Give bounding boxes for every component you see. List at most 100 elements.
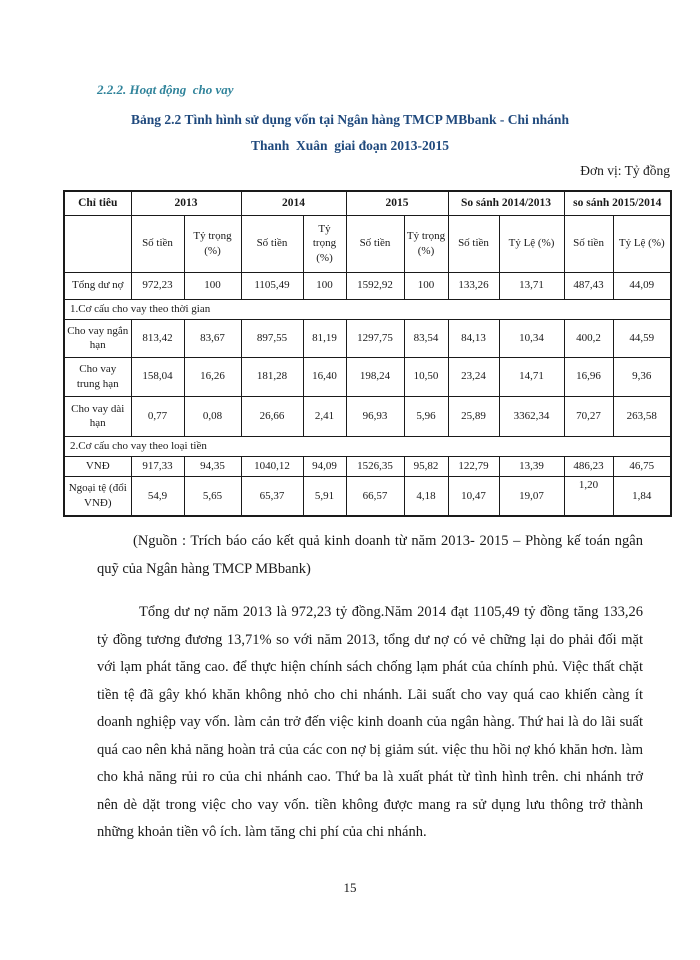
table-cell: 96,93 — [345, 395, 405, 437]
table-row-vnd: VNĐ 917,33 94,35 1040,12 94,09 1526,35 9… — [63, 455, 672, 477]
table-cell: 1040,12 — [240, 455, 304, 477]
table-cell: 16,26 — [183, 356, 242, 397]
table-cell: 46,75 — [612, 455, 672, 477]
table-header-row-2: Số tiền Tỷ trọng (%) Số tiền Tỷ trọng (%… — [63, 214, 672, 273]
table-cell: 897,55 — [240, 318, 304, 358]
table-cell: 486,23 — [563, 455, 614, 477]
table-cell: 23,24 — [447, 356, 500, 397]
row-label: VNĐ — [63, 455, 132, 477]
table-cell: 400,2 — [563, 318, 614, 358]
table-cell: 1526,35 — [345, 455, 405, 477]
col-header-ss-2014-2013: So sánh 2014/2013 — [447, 190, 565, 216]
table-cell: 16,40 — [302, 356, 347, 397]
table-row-ngan-han: Cho vay ngắn hạn 813,42 83,67 897,55 81,… — [63, 318, 672, 358]
table-cell: 100 — [183, 271, 242, 300]
table-cell: 26,66 — [240, 395, 304, 437]
table-cell: 1,84 — [612, 475, 672, 517]
table-cell: 25,89 — [447, 395, 500, 437]
table-cell: 2,41 — [302, 395, 347, 437]
page-number: 15 — [343, 880, 357, 895]
subheader-so-tien-2013: Số tiền — [130, 214, 185, 273]
table-cell: 95,82 — [403, 455, 449, 477]
table-cell: 5,65 — [183, 475, 242, 517]
col-header-chi-tieu: Chỉ tiêu — [63, 190, 132, 216]
table-cell: 917,33 — [130, 455, 185, 477]
table-cell: 66,57 — [345, 475, 405, 517]
table-cell: 487,43 — [563, 271, 614, 300]
table-header-row-1: Chỉ tiêu 2013 2014 2015 So sánh 2014/201… — [63, 190, 672, 216]
table-cell: 83,67 — [183, 318, 242, 358]
table-cell: 4,18 — [403, 475, 449, 517]
table-cell: 158,04 — [130, 356, 185, 397]
table-cell: 263,58 — [612, 395, 672, 437]
table-cell: 44,59 — [612, 318, 672, 358]
table-cell: 94,35 — [183, 455, 242, 477]
table-cell: 9,36 — [612, 356, 672, 397]
section-row-loai-tien: 2.Cơ cấu cho vay theo loại tiền — [63, 435, 672, 457]
subheader-ty-le-ss2: Tỷ Lệ (%) — [612, 214, 672, 273]
row-label: Tổng dư nợ — [63, 271, 132, 300]
table-title-line2: Thanh Xuân giai đoạn 2013-2015 — [250, 138, 450, 153]
table-cell: 122,79 — [447, 455, 500, 477]
table-row-trung-han: Cho vay trung hạn 158,04 16,26 181,28 16… — [63, 356, 672, 397]
table-cell: 81,19 — [302, 318, 347, 358]
body-paragraph: Tổng dư nợ năm 2013 là 972,23 tỷ đồng.Nă… — [97, 604, 643, 840]
section-row-thoi-gian: 1.Cơ cấu cho vay theo thời gian — [63, 298, 672, 320]
table-cell: 10,47 — [447, 475, 500, 517]
row-label: Cho vay dài hạn — [63, 395, 132, 437]
table-cell: 3362,34 — [498, 395, 565, 437]
table-cell: 54,9 — [130, 475, 185, 517]
table-cell: 14,71 — [498, 356, 565, 397]
table-cell: 198,24 — [345, 356, 405, 397]
col-header-ss-2015-2014: so sánh 2015/2014 — [563, 190, 672, 216]
col-header-2014: 2014 — [240, 190, 347, 216]
table-cell: 1,20 — [563, 475, 614, 517]
table-cell: 83,54 — [403, 318, 449, 358]
table-cell: 1592,92 — [345, 271, 405, 300]
table-cell: 13,71 — [498, 271, 565, 300]
table-cell: 16,96 — [563, 356, 614, 397]
table-cell: 1297,75 — [345, 318, 405, 358]
table-cell: 133,26 — [447, 271, 500, 300]
table-cell: 94,09 — [302, 455, 347, 477]
row-label: Ngoại tệ (đổi VNĐ) — [63, 475, 132, 517]
table-cell: 0,77 — [130, 395, 185, 437]
row-label: Cho vay ngắn hạn — [63, 318, 132, 358]
subheader-so-tien-ss1: Số tiền — [447, 214, 500, 273]
unit-label: Đơn vị: Tỷ đồng — [580, 163, 670, 178]
section-heading: 2.2.2. Hoạt động cho vay — [97, 82, 234, 97]
subheader-so-tien-ss2: Số tiền — [563, 214, 614, 273]
table-title-line1: Bảng 2.2 Tình hình sử dụng vốn tại Ngân … — [131, 112, 569, 127]
section-label: 2.Cơ cấu cho vay theo loại tiền — [63, 435, 672, 457]
table-cell: 813,42 — [130, 318, 185, 358]
row-label: Cho vay trung hạn — [63, 356, 132, 397]
empty-header-cell — [63, 214, 132, 273]
subheader-ty-le-ss1: Tỷ Lệ (%) — [498, 214, 565, 273]
table-cell: 44,09 — [612, 271, 672, 300]
source-note: (Nguồn : Trích báo cáo kết quả kinh doan… — [97, 533, 643, 577]
table-cell: 19,07 — [498, 475, 565, 517]
subheader-so-tien-2014: Số tiền — [240, 214, 304, 273]
table-row-ngoai-te: Ngoại tệ (đổi VNĐ) 54,9 5,65 65,37 5,91 … — [63, 475, 672, 517]
table-cell: 10,34 — [498, 318, 565, 358]
subheader-ty-trong-2015: Tỷ trọng (%) — [403, 214, 449, 273]
table-cell: 13,39 — [498, 455, 565, 477]
table-cell: 181,28 — [240, 356, 304, 397]
table-cell: 1105,49 — [240, 271, 304, 300]
table-cell: 100 — [302, 271, 347, 300]
subheader-ty-trong-2014: Tỷ trọng (%) — [302, 214, 347, 273]
table-cell: 65,37 — [240, 475, 304, 517]
table-cell: 84,13 — [447, 318, 500, 358]
table-cell: 100 — [403, 271, 449, 300]
table-cell: 5,96 — [403, 395, 449, 437]
table-cell: 0,08 — [183, 395, 242, 437]
table-row-tong-du-no: Tổng dư nợ 972,23 100 1105,49 100 1592,9… — [63, 271, 672, 300]
table-row-dai-han: Cho vay dài hạn 0,77 0,08 26,66 2,41 96,… — [63, 395, 672, 437]
section-label: 1.Cơ cấu cho vay theo thời gian — [63, 298, 672, 320]
table-cell: 70,27 — [563, 395, 614, 437]
subheader-ty-trong-2013: Tỷ trọng (%) — [183, 214, 242, 273]
table-cell: 10,50 — [403, 356, 449, 397]
loan-data-table: Chỉ tiêu 2013 2014 2015 So sánh 2014/201… — [63, 190, 673, 517]
table-cell: 972,23 — [130, 271, 185, 300]
